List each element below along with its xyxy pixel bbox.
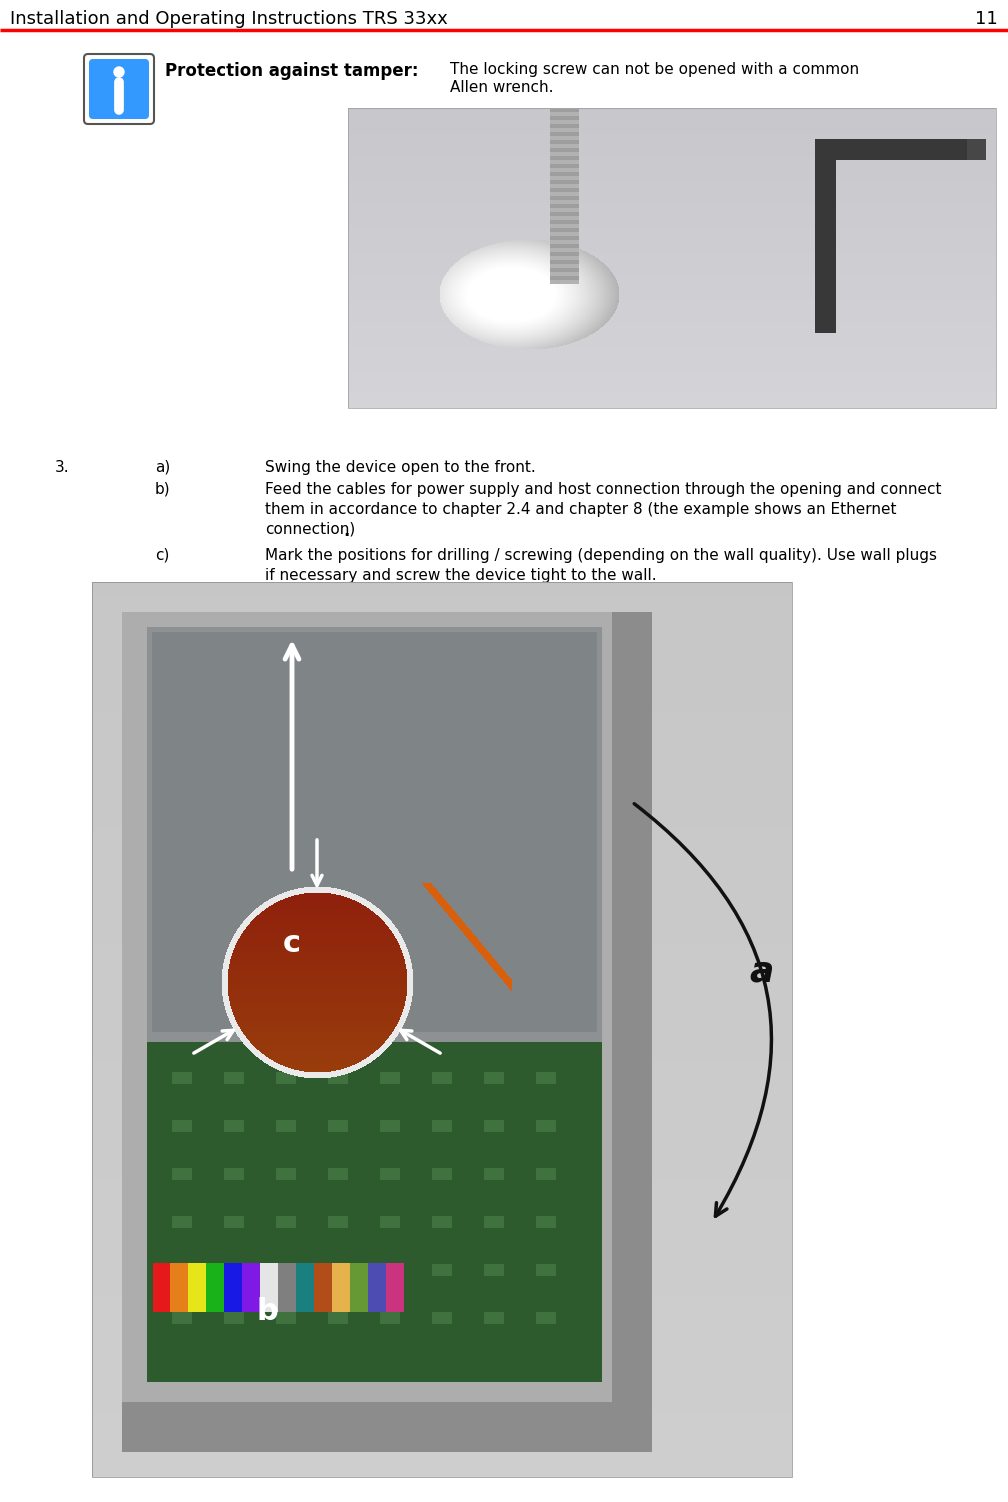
Text: Allen wrench.: Allen wrench. xyxy=(450,80,553,95)
Text: 3.: 3. xyxy=(55,460,70,475)
FancyBboxPatch shape xyxy=(84,54,154,125)
Text: a: a xyxy=(750,955,774,988)
FancyBboxPatch shape xyxy=(89,59,149,119)
Text: Protection against tamper:: Protection against tamper: xyxy=(165,62,418,80)
Text: b): b) xyxy=(155,482,170,497)
Text: c: c xyxy=(283,930,301,958)
Text: if necessary and screw the device tight to the wall.: if necessary and screw the device tight … xyxy=(265,568,656,583)
Circle shape xyxy=(114,68,124,77)
Text: .: . xyxy=(343,523,350,541)
Text: Installation and Operating Instructions TRS 33xx: Installation and Operating Instructions … xyxy=(10,11,448,29)
Text: them in accordance to chapter 2.4 and chapter 8 (the example shows an Ethernet: them in accordance to chapter 2.4 and ch… xyxy=(265,502,896,517)
Text: The locking screw can not be opened with a common: The locking screw can not be opened with… xyxy=(450,62,859,77)
Text: 11: 11 xyxy=(976,11,998,29)
Text: b: b xyxy=(256,1298,278,1326)
Text: c): c) xyxy=(155,548,169,563)
Text: Swing the device open to the front.: Swing the device open to the front. xyxy=(265,460,535,475)
Text: connection): connection) xyxy=(265,523,355,538)
Text: Mark the positions for drilling / screwing (depending on the wall quality). Use : Mark the positions for drilling / screwi… xyxy=(265,548,937,563)
Text: a): a) xyxy=(155,460,170,475)
Text: Feed the cables for power supply and host connection through the opening and con: Feed the cables for power supply and hos… xyxy=(265,482,941,497)
